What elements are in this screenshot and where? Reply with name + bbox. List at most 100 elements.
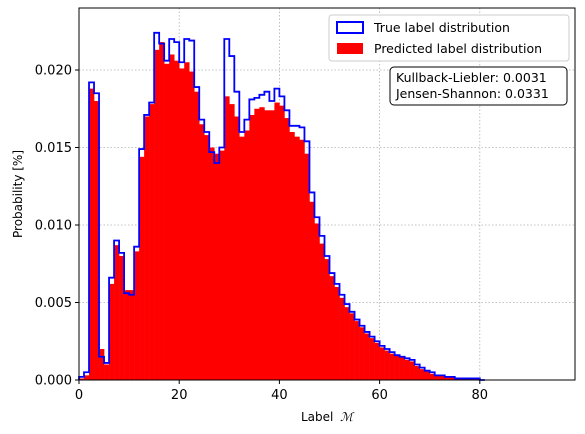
predicted-bar xyxy=(169,54,175,380)
predicted-bar xyxy=(254,108,260,380)
annotation-box xyxy=(389,66,568,106)
predicted-bar xyxy=(239,136,245,380)
y-tick-label: 0.015 xyxy=(35,141,72,156)
predicted-bar xyxy=(109,283,115,380)
predicted-bar xyxy=(189,71,195,381)
predicted-bar xyxy=(374,342,380,380)
predicted-bar xyxy=(114,245,120,380)
x-axis-label-symbol: ℳ xyxy=(340,410,355,424)
predicted-bar xyxy=(224,96,230,380)
predicted-bar xyxy=(284,118,290,381)
predicted-bar xyxy=(214,153,220,380)
predicted-bar xyxy=(444,376,451,380)
predicted-bar xyxy=(274,102,280,381)
x-tick-label: 60 xyxy=(371,388,388,403)
predicted-bar xyxy=(294,136,300,380)
predicted-bar xyxy=(429,373,436,380)
y-tick-label: 0.020 xyxy=(35,64,72,79)
legend-swatch-predicted xyxy=(337,43,363,54)
predicted-bar xyxy=(149,104,155,380)
predicted-bar xyxy=(164,63,170,381)
predicted-bar xyxy=(219,150,225,380)
y-tick-label: 0.000 xyxy=(35,374,72,389)
predicted-bar xyxy=(354,321,360,380)
predicted-bar xyxy=(179,68,185,380)
predicted-bar xyxy=(264,110,270,381)
predicted-bar xyxy=(204,135,210,380)
legend-label-true: True label distribution xyxy=(373,20,510,35)
predicted-bar xyxy=(184,62,190,380)
annotation-js: Jensen-Shannon: 0.0331 xyxy=(395,86,549,101)
predicted-bar xyxy=(289,132,295,380)
legend: True label distribution Predicted label … xyxy=(328,14,570,62)
predicted-bar xyxy=(99,349,105,380)
x-axis-label: Label ℳ xyxy=(301,410,355,424)
predicted-bar xyxy=(134,251,140,380)
predicted-bar xyxy=(449,376,456,380)
predicted-bar xyxy=(199,124,205,380)
predicted-bar xyxy=(249,114,255,380)
predicted-bar xyxy=(329,276,335,380)
predicted-bar xyxy=(349,313,355,380)
predicted-bar xyxy=(409,361,415,380)
predicted-bar xyxy=(119,256,125,380)
predicted-bar xyxy=(364,333,370,380)
x-tick-label: 40 xyxy=(271,388,288,403)
predicted-bar xyxy=(414,366,420,380)
predicted-bars xyxy=(79,42,481,381)
predicted-bar xyxy=(434,375,441,380)
predicted-bar xyxy=(129,290,135,380)
predicted-bar xyxy=(334,287,340,380)
divergence-annotation: Kullback-Liebler: 0.0031 Jensen-Shannon:… xyxy=(389,66,568,106)
predicted-bar xyxy=(359,327,365,380)
predicted-bar xyxy=(104,364,110,380)
annotation-kl: Kullback-Liebler: 0.0031 xyxy=(396,70,547,85)
predicted-bar xyxy=(194,91,200,380)
predicted-bar xyxy=(384,350,390,380)
predicted-bar xyxy=(314,223,320,380)
predicted-bar xyxy=(369,338,375,380)
true-distribution-step-line xyxy=(78,31,485,381)
predicted-bar xyxy=(89,88,95,380)
predicted-bar xyxy=(309,201,315,380)
predicted-bar xyxy=(324,259,330,380)
predicted-bar xyxy=(84,375,90,380)
predicted-bar xyxy=(174,60,180,380)
predicted-bar xyxy=(399,356,405,380)
y-tick-label: 0.005 xyxy=(35,296,72,311)
x-axis-label-text: Label xyxy=(301,410,333,424)
y-tick-label: 0.010 xyxy=(35,219,72,234)
legend-swatch-true xyxy=(336,21,364,34)
y-axis-ticks: 0.000 0.005 0.010 0.015 0.020 xyxy=(35,64,79,389)
predicted-bar xyxy=(269,110,275,381)
x-tick-label: 0 xyxy=(75,388,83,403)
predicted-bar xyxy=(259,107,265,380)
predicted-bar xyxy=(404,359,410,380)
predicted-bar xyxy=(94,101,100,380)
predicted-bar xyxy=(304,153,310,380)
predicted-bar xyxy=(344,307,350,380)
x-axis-ticks: 0 20 40 60 80 xyxy=(75,380,488,403)
predicted-bar xyxy=(234,116,240,380)
predicted-bar xyxy=(299,139,305,380)
predicted-bar xyxy=(79,378,85,380)
predicted-bar xyxy=(124,290,130,380)
predicted-bar xyxy=(339,297,345,380)
predicted-bar xyxy=(319,243,325,380)
x-tick-label: 20 xyxy=(171,388,188,403)
x-tick-label: 80 xyxy=(472,388,489,403)
predicted-bar xyxy=(159,42,165,380)
predicted-bar xyxy=(379,347,385,380)
plot-frame xyxy=(78,7,576,381)
predicted-bar xyxy=(244,130,250,380)
predicted-bar xyxy=(419,369,425,380)
predicted-bar xyxy=(229,104,235,380)
predicted-bar xyxy=(424,370,431,380)
predicted-bar xyxy=(279,105,285,381)
predicted-bar xyxy=(209,147,215,380)
legend-box xyxy=(328,14,570,62)
predicted-bar xyxy=(139,156,145,380)
predicted-bar xyxy=(394,355,400,380)
predicted-bar xyxy=(144,116,150,380)
